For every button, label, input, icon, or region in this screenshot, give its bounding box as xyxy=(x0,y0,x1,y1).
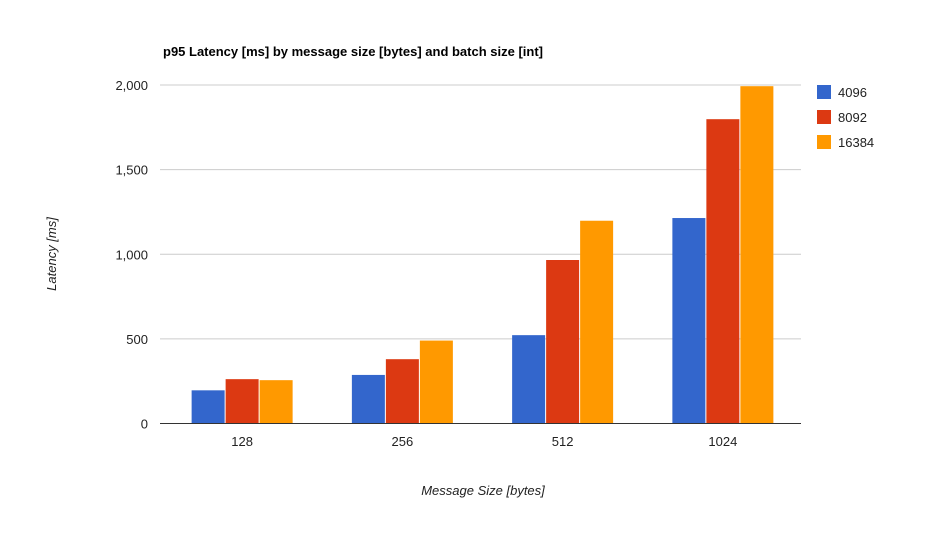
chart-title: p95 Latency [ms] by message size [bytes]… xyxy=(163,44,543,59)
y-tick-label: 1,500 xyxy=(115,163,148,178)
y-tick-labels: 0 500 1,000 1,500 2,000 xyxy=(115,78,148,432)
bars xyxy=(191,86,774,424)
legend-label[interactable]: 16384 xyxy=(838,135,874,150)
bar-512-8092[interactable] xyxy=(546,260,580,424)
y-tick-label: 2,000 xyxy=(115,78,148,93)
legend-swatch-4096 xyxy=(817,85,831,99)
legend-label[interactable]: 8092 xyxy=(838,110,867,125)
y-axis-label: Latency [ms] xyxy=(44,217,59,291)
x-tick-label: 256 xyxy=(392,434,414,449)
x-tick-label: 128 xyxy=(231,434,253,449)
bar-256-16384[interactable] xyxy=(419,340,453,424)
y-tick-label: 0 xyxy=(141,417,148,432)
x-tick-label: 1024 xyxy=(708,434,737,449)
y-tick-label: 500 xyxy=(126,332,148,347)
bar-1024-16384[interactable] xyxy=(740,86,774,424)
x-tick-label: 512 xyxy=(552,434,574,449)
bar-1024-8092[interactable] xyxy=(706,119,740,424)
legend-label[interactable]: 4096 xyxy=(838,85,867,100)
y-tick-label: 1,000 xyxy=(115,247,148,262)
bar-128-16384[interactable] xyxy=(259,380,293,424)
bar-128-4096[interactable] xyxy=(191,390,225,424)
legend-swatch-16384 xyxy=(817,135,831,149)
bar-1024-4096[interactable] xyxy=(672,218,706,424)
bar-256-4096[interactable] xyxy=(351,374,385,424)
bar-256-8092[interactable] xyxy=(385,359,419,424)
bar-128-8092[interactable] xyxy=(225,379,259,424)
legend-swatch-8092 xyxy=(817,110,831,124)
legend: 4096 8092 16384 xyxy=(817,85,874,150)
x-axis-label: Message Size [bytes] xyxy=(421,483,545,498)
x-tick-labels: 128 256 512 1024 xyxy=(231,434,737,449)
bar-512-4096[interactable] xyxy=(512,335,546,424)
bar-512-16384[interactable] xyxy=(580,220,614,424)
